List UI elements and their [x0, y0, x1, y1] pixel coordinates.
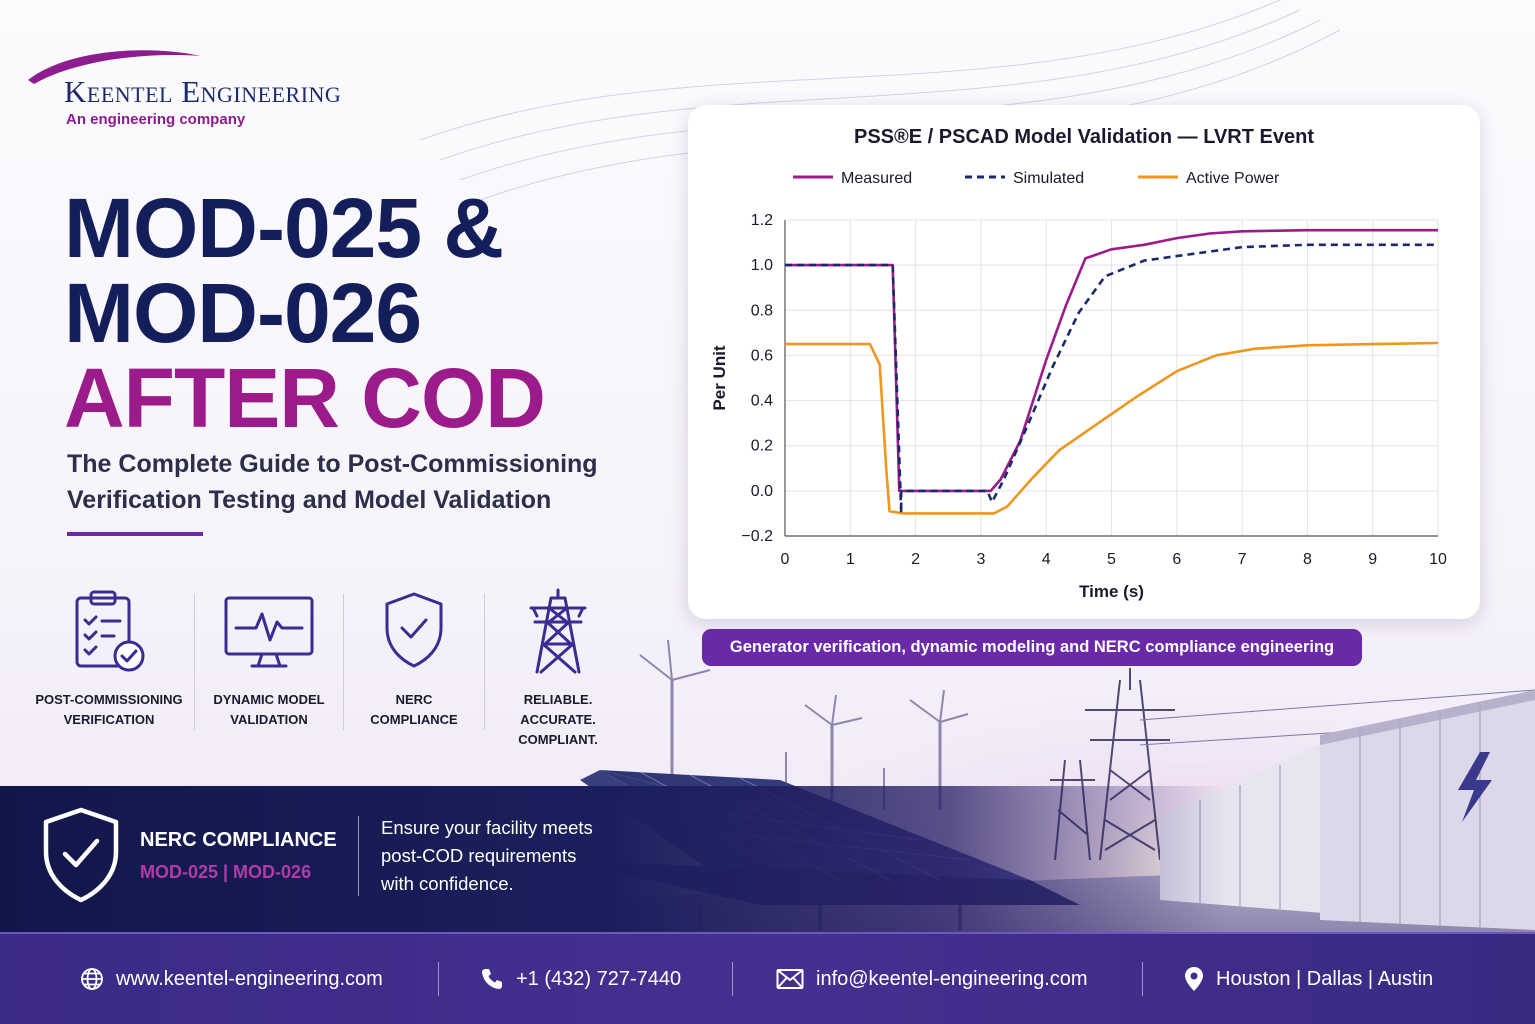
y-tick-label: 0.0 [751, 483, 773, 500]
feature-label: DYNAMIC MODEL VALIDATION [213, 692, 325, 727]
footer-separator [438, 962, 439, 996]
accent-divider [67, 532, 203, 536]
x-tick-label: 0 [781, 551, 790, 568]
x-tick-label: 2 [911, 551, 920, 568]
x-tick-label: 8 [1303, 551, 1312, 568]
y-tick-label: −0.2 [741, 528, 773, 545]
locations-text: Houston | Dallas | Austin [1216, 967, 1434, 990]
x-tick-label: 1 [846, 551, 855, 568]
x-tick-label: 9 [1368, 551, 1377, 568]
feature-divider [484, 594, 485, 730]
footer-separator [732, 962, 733, 996]
feature-nerc: NERC COMPLIANCE [350, 588, 478, 758]
y-tick-label: 1.0 [751, 257, 773, 274]
feature-label: POST-COMMISSIONING VERIFICATION [35, 692, 183, 727]
shield-check-icon [43, 807, 119, 903]
feature-label: RELIABLE. ACCURATE. COMPLIANT. [518, 692, 598, 747]
headline-line-1: MOD-025 & [64, 181, 504, 275]
logo-wordmark: Keentel Engineering [64, 74, 342, 109]
feature-label: NERC COMPLIANCE [370, 692, 458, 727]
locations: Houston | Dallas | Austin [1184, 964, 1433, 994]
transmission-tower-icon [529, 588, 587, 674]
website-text: www.keentel-engineering.com [116, 967, 383, 990]
chart-title: PSS®E / PSCAD Model Validation — LVRT Ev… [854, 126, 1314, 148]
x-tick-label: 10 [1429, 551, 1447, 568]
headline-line-2: MOD-026 [64, 266, 422, 360]
feature-divider [343, 594, 344, 730]
phone-text: +1 (432) 727-7440 [516, 967, 682, 990]
phone-link[interactable]: +1 (432) 727-7440 [480, 964, 681, 994]
y-tick-label: 1.2 [751, 212, 773, 229]
x-axis-label: Time (s) [1079, 582, 1144, 601]
envelope-icon [776, 969, 804, 989]
legend-label: Active Power [1186, 170, 1280, 187]
feature-reliable: RELIABLE. ACCURATE. COMPLIANT. [494, 588, 622, 758]
compliance-band [0, 786, 1535, 932]
x-tick-label: 5 [1107, 551, 1116, 568]
logo-tagline: An engineering company [66, 111, 246, 128]
caption-banner: Generator verification, dynamic modeling… [702, 629, 1362, 666]
feature-post-commissioning: POST-COMMISSIONING VERIFICATION [30, 588, 188, 758]
nerc-compliance-title: NERC COMPLIANCE [140, 829, 337, 851]
website-link[interactable]: www.keentel-engineering.com [80, 964, 383, 994]
nerc-standards: MOD-025 | MOD-026 [140, 862, 312, 882]
lvrt-validation-chart: 0 1 2 3 4 5 6 7 8 9 10 −0.2 0.0 0.2 0.4 0.6 0.8 1.0 1.2 Tim… [710, 170, 1447, 601]
y-axis-label: Per Unit [710, 345, 729, 411]
email-text: info@keentel-engineering.com [816, 967, 1088, 990]
x-tick-label: 7 [1238, 551, 1247, 568]
subtitle: The Complete Guide to Post-Commissioning… [67, 446, 667, 518]
subtitle-line-1: The Complete Guide to Post-Commissioning [67, 450, 598, 478]
y-tick-label: 0.8 [751, 302, 773, 319]
globe-icon [81, 968, 103, 990]
footer-separator [1142, 962, 1143, 996]
shield-check-icon [385, 592, 443, 668]
y-tick-label: 0.4 [751, 393, 773, 410]
y-tick-label: 0.2 [751, 438, 773, 455]
monitor-pulse-icon [224, 596, 314, 668]
feature-dynamic-model: DYNAMIC MODEL VALIDATION [200, 588, 338, 758]
compliance-message: Ensure your facility meets post-COD requ… [381, 817, 593, 894]
location-pin-icon [1185, 967, 1203, 991]
legend-label: Simulated [1013, 170, 1084, 187]
phone-icon [482, 969, 502, 989]
feature-divider [194, 594, 195, 730]
footer-bar [0, 932, 1535, 1024]
headline-line-3: AFTER COD [64, 351, 546, 445]
x-tick-label: 6 [1172, 551, 1181, 568]
chart-card: PSS®E / PSCAD Model Validation — LVRT Ev… [688, 105, 1480, 619]
series-line-simulated [785, 243, 1438, 515]
clipboard-check-icon [75, 590, 145, 672]
subtitle-line-2: Verification Testing and Model Validatio… [67, 486, 552, 514]
band-divider [358, 816, 359, 896]
x-tick-label: 3 [976, 551, 985, 568]
series-line-active-power [785, 341, 1439, 515]
y-tick-label: 0.6 [751, 347, 773, 364]
logo-swoosh [28, 50, 201, 84]
x-tick-label: 4 [1042, 551, 1051, 568]
legend-label: Measured [841, 170, 912, 187]
email-link[interactable]: info@keentel-engineering.com [776, 964, 1088, 994]
